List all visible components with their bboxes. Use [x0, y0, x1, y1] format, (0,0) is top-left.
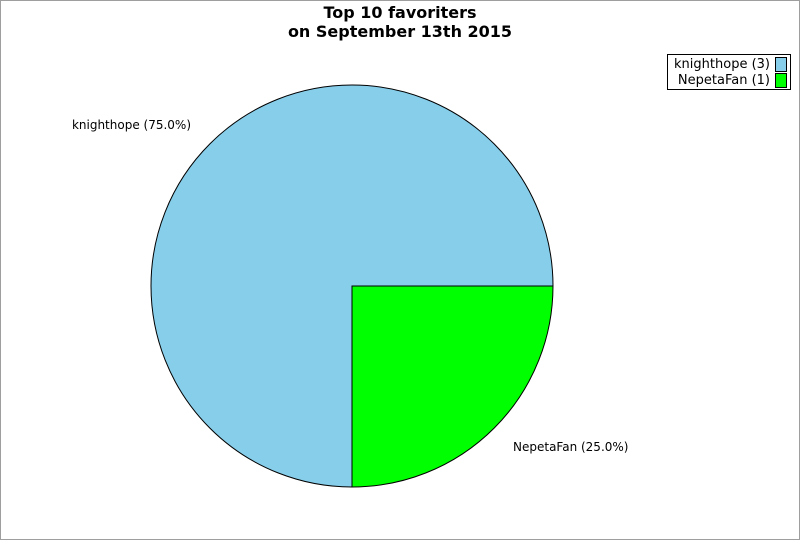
legend-label: knighthope (3)	[674, 56, 770, 72]
chart-title: Top 10 favoriters on September 13th 2015	[287, 3, 513, 41]
pie-label-knighthope: knighthope (75.0%)	[71, 118, 191, 132]
pie-slice-NepetaFan	[351, 285, 554, 488]
legend-swatch-icon	[775, 72, 787, 88]
legend: knighthope (3) NepetaFan (1)	[667, 54, 791, 90]
legend-row-knighthope: knighthope (3)	[674, 56, 787, 72]
legend-label: NepetaFan (1)	[677, 72, 770, 88]
pie-label-NepetaFan: NepetaFan (25.0%)	[513, 440, 629, 454]
legend-row-NepetaFan: NepetaFan (1)	[674, 72, 787, 88]
legend-swatch-icon	[775, 56, 787, 72]
